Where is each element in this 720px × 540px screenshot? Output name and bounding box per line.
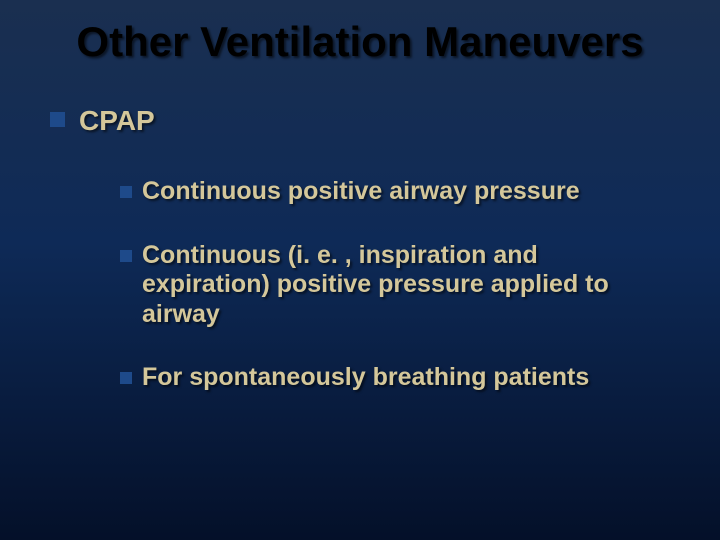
list-item-l2: Continuous (i. e. , inspiration and expi… bbox=[120, 241, 690, 330]
list-item-text: Continuous (i. e. , inspiration and expi… bbox=[142, 241, 670, 330]
bullet-icon bbox=[120, 186, 132, 198]
list-item-l1: CPAP bbox=[50, 104, 690, 137]
slide-title: Other Ventilation Maneuvers bbox=[30, 18, 690, 66]
list-item-l2: For spontaneously breathing patients bbox=[120, 363, 690, 393]
list-item-l2: Continuous positive airway pressure bbox=[120, 177, 690, 207]
slide: Other Ventilation Maneuvers CPAP Continu… bbox=[0, 0, 720, 540]
bullet-icon bbox=[50, 112, 65, 127]
list-item-text: CPAP bbox=[79, 104, 155, 137]
bullet-icon bbox=[120, 372, 132, 384]
bullet-icon bbox=[120, 250, 132, 262]
list-item-text: For spontaneously breathing patients bbox=[142, 363, 589, 393]
list-item-text: Continuous positive airway pressure bbox=[142, 177, 580, 207]
